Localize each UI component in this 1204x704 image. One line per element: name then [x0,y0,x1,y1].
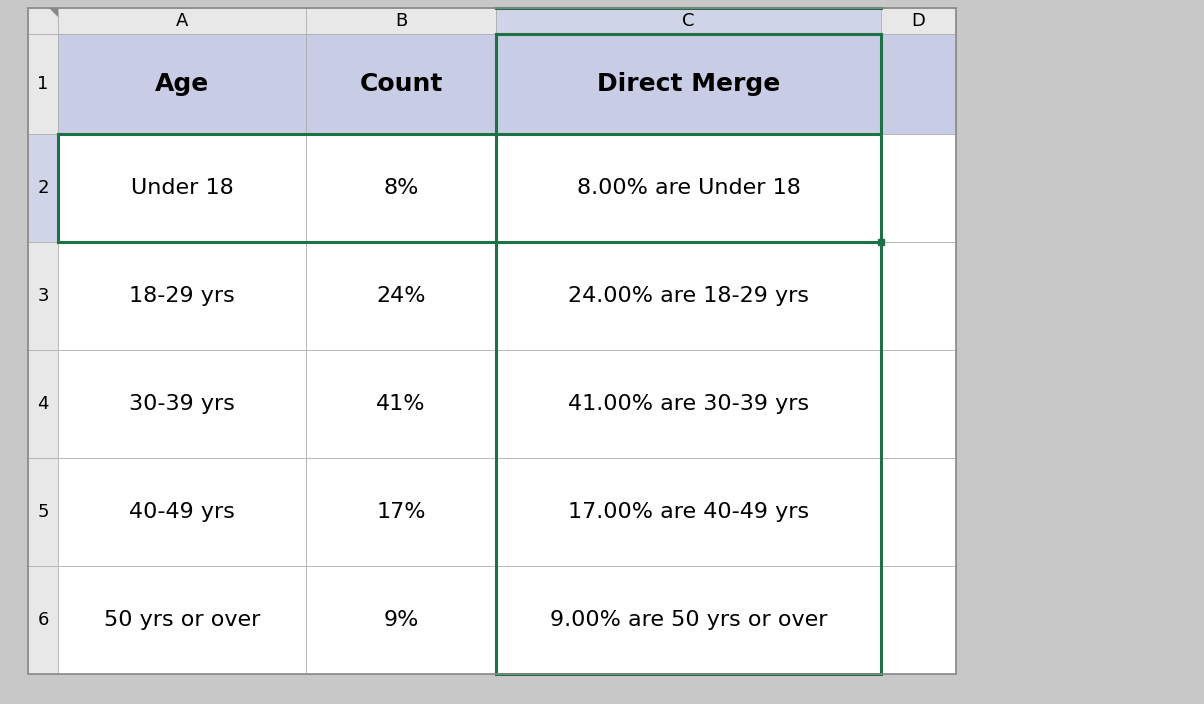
Text: 3: 3 [37,287,48,305]
Bar [496,566,881,674]
Bar [58,134,306,242]
Text: 5: 5 [37,503,48,521]
Bar [28,458,58,566]
Bar [28,350,58,458]
Bar [28,8,956,674]
Bar [881,458,956,566]
Text: 8.00% are Under 18: 8.00% are Under 18 [577,178,801,198]
Text: 9%: 9% [383,610,419,630]
Text: 17.00% are 40-49 yrs: 17.00% are 40-49 yrs [568,502,809,522]
Text: 6: 6 [37,611,48,629]
Bar [58,350,306,458]
Bar [496,34,881,134]
Text: Direct Merge: Direct Merge [597,72,780,96]
Bar [881,566,956,674]
Bar [58,566,306,674]
Text: Under 18: Under 18 [130,178,234,198]
Bar [306,350,496,458]
Text: Age: Age [155,72,209,96]
Text: 9.00% are 50 yrs or over: 9.00% are 50 yrs or over [550,610,827,630]
Bar [496,458,881,566]
Bar [306,242,496,350]
Bar [58,8,306,34]
Bar [58,458,306,566]
Text: 41%: 41% [376,394,426,414]
Bar [28,8,956,674]
Bar [881,34,956,134]
Text: 8%: 8% [383,178,419,198]
Bar [58,34,306,134]
Bar [496,8,881,34]
Text: B: B [395,12,407,30]
Text: 18-29 yrs: 18-29 yrs [129,286,235,306]
Bar [306,566,496,674]
Bar [881,8,956,34]
Bar [496,242,881,350]
Text: A: A [176,12,188,30]
Text: 17%: 17% [376,502,426,522]
Bar [881,350,956,458]
Text: 41.00% are 30-39 yrs: 41.00% are 30-39 yrs [568,394,809,414]
Bar [881,134,956,242]
Bar [306,34,496,134]
Text: 4: 4 [37,395,48,413]
Text: 40-49 yrs: 40-49 yrs [129,502,235,522]
Bar [306,134,496,242]
Bar [28,566,58,674]
Bar [58,242,306,350]
Text: D: D [911,12,926,30]
Bar [306,458,496,566]
Text: 2: 2 [37,179,48,197]
Text: 30-39 yrs: 30-39 yrs [129,394,235,414]
Text: 24%: 24% [376,286,426,306]
Bar [28,8,58,34]
Bar [28,34,58,134]
Text: 50 yrs or over: 50 yrs or over [104,610,260,630]
Text: C: C [683,12,695,30]
Bar [496,134,881,242]
Bar [28,242,58,350]
Bar [28,134,58,242]
Text: Count: Count [359,72,443,96]
Bar [496,350,881,458]
Bar [881,242,956,350]
Bar [306,8,496,34]
Text: 1: 1 [37,75,48,93]
Polygon shape [49,8,58,17]
Text: 24.00% are 18-29 yrs: 24.00% are 18-29 yrs [568,286,809,306]
